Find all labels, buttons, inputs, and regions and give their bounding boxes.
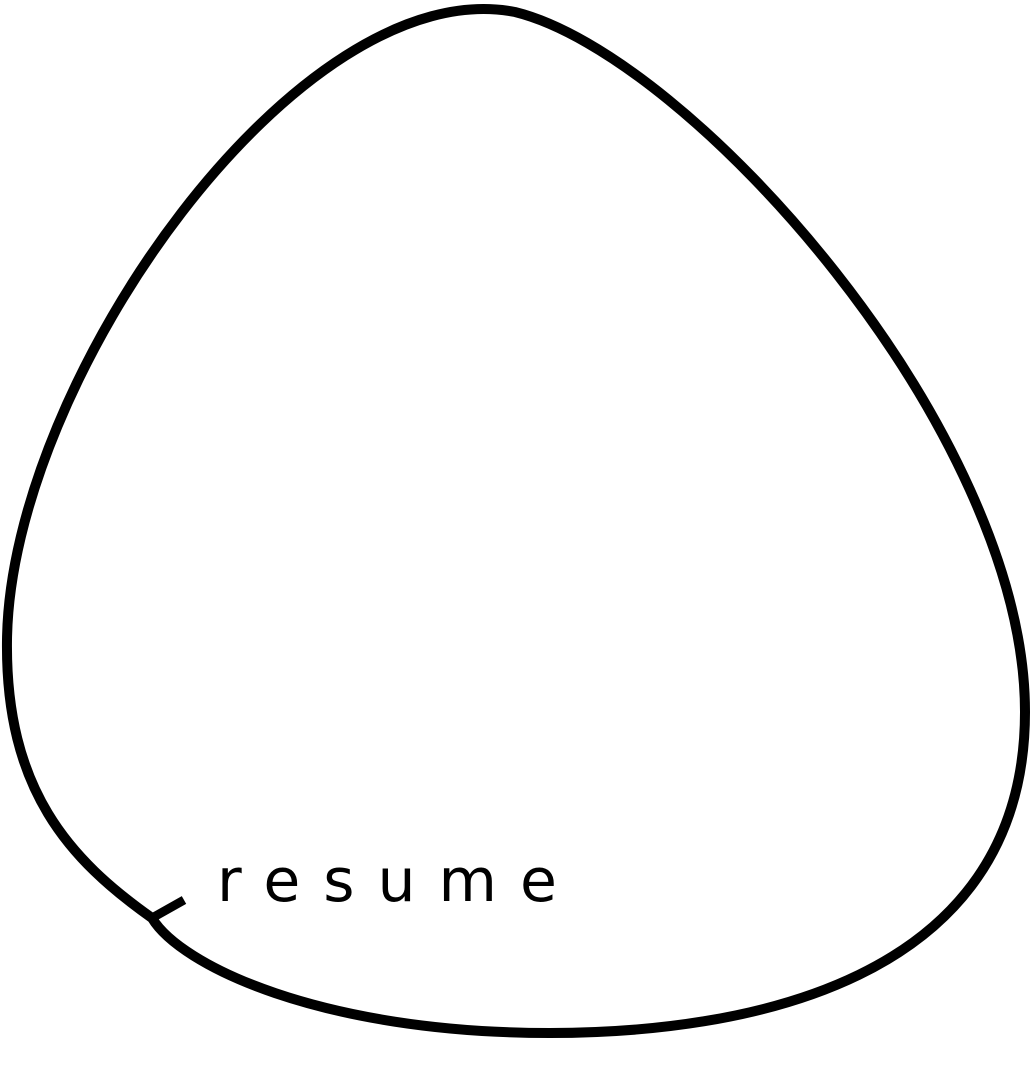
- rounded-triangle-loop-icon: [1, 4, 1030, 1038]
- loop-end-tick: [149, 896, 187, 922]
- resume-label[interactable]: resume: [217, 846, 580, 916]
